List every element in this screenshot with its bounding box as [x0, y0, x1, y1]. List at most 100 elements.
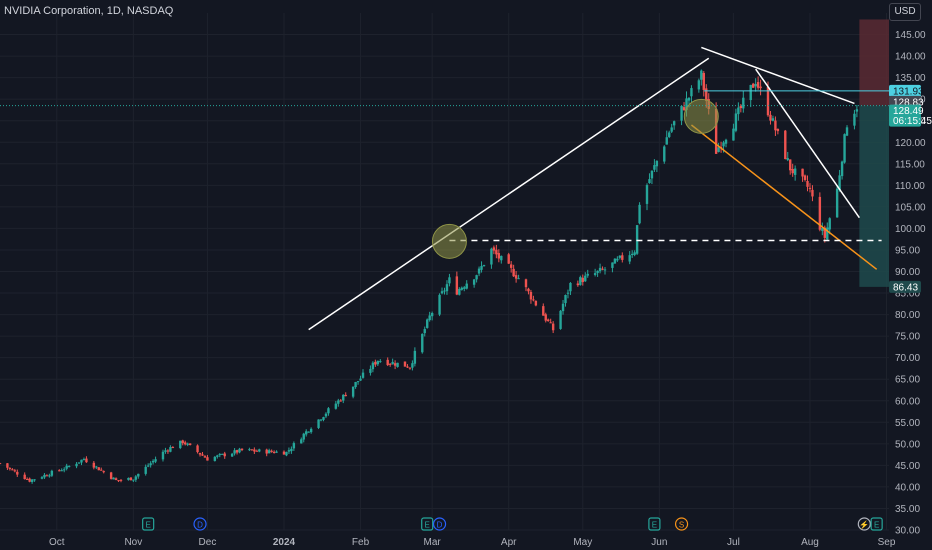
candle-body — [421, 333, 424, 353]
currency-button[interactable]: USD — [889, 3, 921, 21]
candle-body — [495, 249, 498, 255]
candle-body — [445, 284, 449, 292]
highlight-circle — [431, 223, 467, 259]
y-tick-label: 115.00 — [895, 159, 925, 170]
candle-body — [564, 294, 567, 304]
candle-body — [621, 255, 624, 260]
candle-body — [112, 477, 115, 480]
candle-body — [411, 363, 414, 368]
candle-body — [576, 283, 580, 286]
candle-body — [480, 266, 483, 270]
candle-body — [119, 479, 123, 481]
candle-body — [317, 419, 320, 428]
candle-body — [769, 114, 772, 121]
candle-body — [164, 450, 167, 452]
price-axis[interactable]: 30.00 35.00 40.00 45.00 50.00 55.00 60.00 65.00… — [889, 30, 932, 537]
y-tick-label: 140.00 — [895, 52, 926, 63]
candle-body — [423, 329, 426, 334]
candle-body — [749, 84, 752, 101]
candle-body — [771, 118, 775, 121]
candle-body — [754, 83, 757, 87]
candle-body — [584, 275, 587, 282]
candle-body — [472, 279, 476, 285]
prev-close-label: 128.83 — [893, 97, 924, 108]
candle-body — [16, 471, 19, 475]
earnings-marker — [870, 517, 883, 531]
candle-body — [821, 227, 824, 231]
candle-body — [60, 470, 63, 472]
candle-body — [285, 451, 288, 456]
candle-body — [566, 292, 570, 294]
candle-body — [179, 440, 182, 448]
y-tick-label: 95.00 — [895, 245, 920, 256]
candle-body — [11, 469, 14, 471]
target-low-label-bg — [889, 280, 921, 293]
earnings-marker — [142, 517, 155, 531]
candle-body — [376, 360, 380, 365]
candle-body — [611, 262, 614, 268]
candle-body — [305, 431, 308, 435]
candle-body — [697, 80, 701, 90]
candle-body — [774, 120, 777, 131]
candle-body — [201, 454, 204, 456]
candle-body — [154, 459, 157, 462]
candle-body — [581, 277, 584, 283]
candle-body — [628, 255, 631, 262]
x-tick-label: Jul — [727, 537, 740, 548]
candle-body — [45, 475, 49, 477]
candle-body — [337, 400, 340, 404]
candle-body — [324, 413, 328, 417]
candle-body — [359, 378, 362, 381]
candle-body — [784, 130, 787, 159]
candle-body — [835, 188, 839, 218]
time-axis[interactable]: Oct Nov Dec 2024 Feb Mar Apr May Jun Jul Aug Sep — [49, 537, 896, 548]
candle-body — [477, 268, 481, 274]
candle-body — [786, 158, 789, 161]
event-marker — [432, 517, 447, 531]
candle-body — [544, 314, 547, 321]
event-marker-label: ⚡ — [859, 520, 869, 530]
risk-reward-zone — [859, 19, 889, 287]
candle-body — [732, 128, 735, 141]
candle-body — [117, 480, 120, 482]
horizontal-line-price-label-bg — [889, 84, 921, 97]
candle-body — [808, 187, 812, 189]
candle-body — [793, 168, 797, 175]
candle-body — [50, 470, 54, 476]
candle-body — [171, 447, 175, 449]
chart-title: NVIDIA Corporation, 1D, NASDAQ — [4, 5, 174, 17]
candle-body — [258, 449, 261, 452]
event-marker-label: E — [874, 521, 879, 530]
candle-body — [92, 462, 96, 468]
candle-body — [369, 368, 372, 373]
candle-body — [737, 107, 740, 115]
candle-body — [630, 253, 634, 256]
candle-body — [309, 428, 313, 433]
candle-body — [633, 252, 636, 255]
candle-body — [512, 268, 515, 277]
candle-body — [645, 185, 649, 204]
candle-body — [672, 121, 676, 126]
x-tick-label: Nov — [124, 537, 142, 548]
candle-body — [65, 465, 68, 469]
candle-body — [428, 315, 431, 321]
y-tick-label: 85.00 — [895, 289, 920, 300]
candle-body — [287, 450, 291, 452]
candle-body — [438, 294, 441, 315]
candle-body — [648, 179, 651, 184]
candle-body — [465, 283, 468, 289]
candle-body — [532, 299, 535, 301]
candle-body — [28, 478, 31, 482]
event-marker — [857, 517, 871, 531]
target-low-label: 86.43 — [893, 282, 918, 293]
candle-body — [475, 275, 478, 280]
upper-downtrend-line — [701, 46, 855, 105]
candle-body — [714, 108, 718, 154]
candle-body — [137, 473, 140, 477]
candle-body — [426, 319, 429, 328]
candle-body — [216, 455, 219, 457]
candle-body — [853, 113, 856, 126]
candle-body — [734, 113, 738, 131]
candle-body — [596, 270, 599, 273]
